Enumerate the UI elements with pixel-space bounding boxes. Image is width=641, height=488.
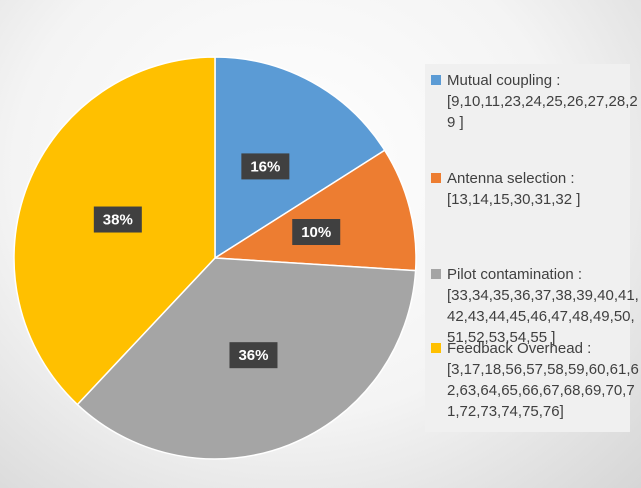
data-label-box bbox=[292, 219, 341, 246]
pie-slice bbox=[212, 149, 417, 272]
legend-entry: Antenna selection : [13,14,15,30,31,32 ] bbox=[431, 168, 639, 210]
legend-text: Mutual coupling : [9,10,11,23,24,25,26,2… bbox=[447, 72, 638, 131]
data-label: 10% bbox=[292, 219, 341, 246]
data-label-box bbox=[241, 153, 290, 180]
data-label-box bbox=[229, 342, 278, 369]
legend-entry: Mutual coupling : [9,10,11,23,24,25,26,2… bbox=[431, 70, 639, 133]
data-label-box bbox=[93, 206, 142, 233]
data-label-text: 36% bbox=[238, 347, 268, 364]
legend-swatch bbox=[431, 343, 441, 353]
legend-text: Antenna selection : [13,14,15,30,31,32 ] bbox=[447, 170, 581, 208]
pie-slice bbox=[214, 56, 386, 260]
data-label-text: 10% bbox=[301, 224, 331, 241]
legend-swatch bbox=[431, 75, 441, 85]
legend: Mutual coupling : [9,10,11,23,24,25,26,2… bbox=[425, 64, 639, 432]
data-label: 16% bbox=[241, 153, 290, 180]
legend-entry: Feedback Overhead : [3,17,18,56,57,58,59… bbox=[431, 338, 639, 422]
legend-swatch bbox=[431, 173, 441, 183]
data-label-text: 38% bbox=[103, 211, 133, 228]
legend-text: Pilot contamination : [33,34,35,36,37,38… bbox=[447, 266, 639, 346]
legend-entry: Pilot contamination : [33,34,35,36,37,38… bbox=[431, 264, 639, 348]
legend-text: Feedback Overhead : [3,17,18,56,57,58,59… bbox=[447, 340, 639, 420]
data-label: 38% bbox=[93, 206, 142, 233]
data-label-text: 16% bbox=[250, 158, 280, 175]
data-label: 36% bbox=[229, 342, 278, 369]
legend-swatch bbox=[431, 269, 441, 279]
